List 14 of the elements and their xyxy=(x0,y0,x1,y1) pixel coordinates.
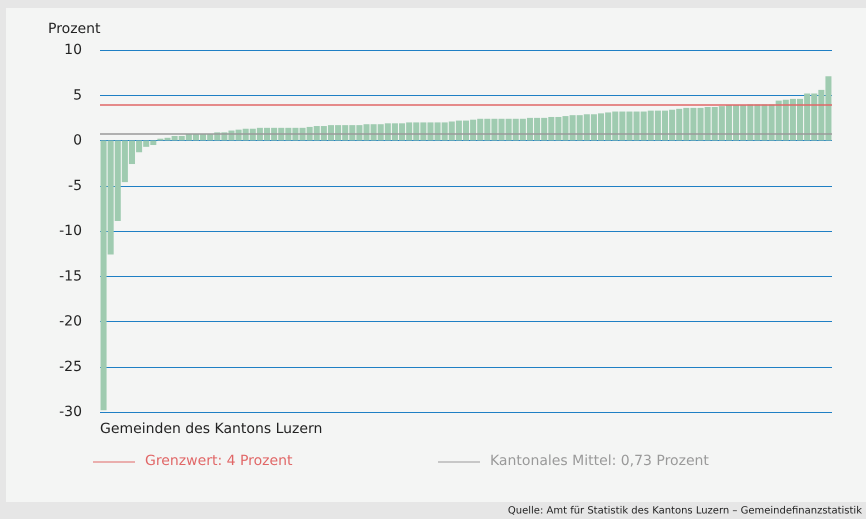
legend-label: Grenzwert: 4 Prozent xyxy=(145,453,294,469)
y-tick-label: -25 xyxy=(59,358,82,375)
y-tick-label: 5 xyxy=(73,87,82,104)
x-axis-title: Gemeinden des Kantons Luzern xyxy=(100,421,322,437)
y-tick-label: -20 xyxy=(59,314,82,330)
y-tick-label: -15 xyxy=(59,268,82,284)
y-axis-title: Prozent xyxy=(48,21,102,37)
source-note: Quelle: Amt für Statistik des Kantons Luzern – Gemeindefinanzstatistik xyxy=(508,506,862,516)
y-tick-label: 10 xyxy=(64,42,82,58)
y-tick-label: -30 xyxy=(59,404,82,420)
y-tick-label: -5 xyxy=(68,178,82,194)
y-tick-label: 0 xyxy=(73,132,82,148)
legend-label: Kantonales Mittel: 0,73 Prozent xyxy=(490,453,710,469)
y-tick-label: -10 xyxy=(59,223,82,239)
